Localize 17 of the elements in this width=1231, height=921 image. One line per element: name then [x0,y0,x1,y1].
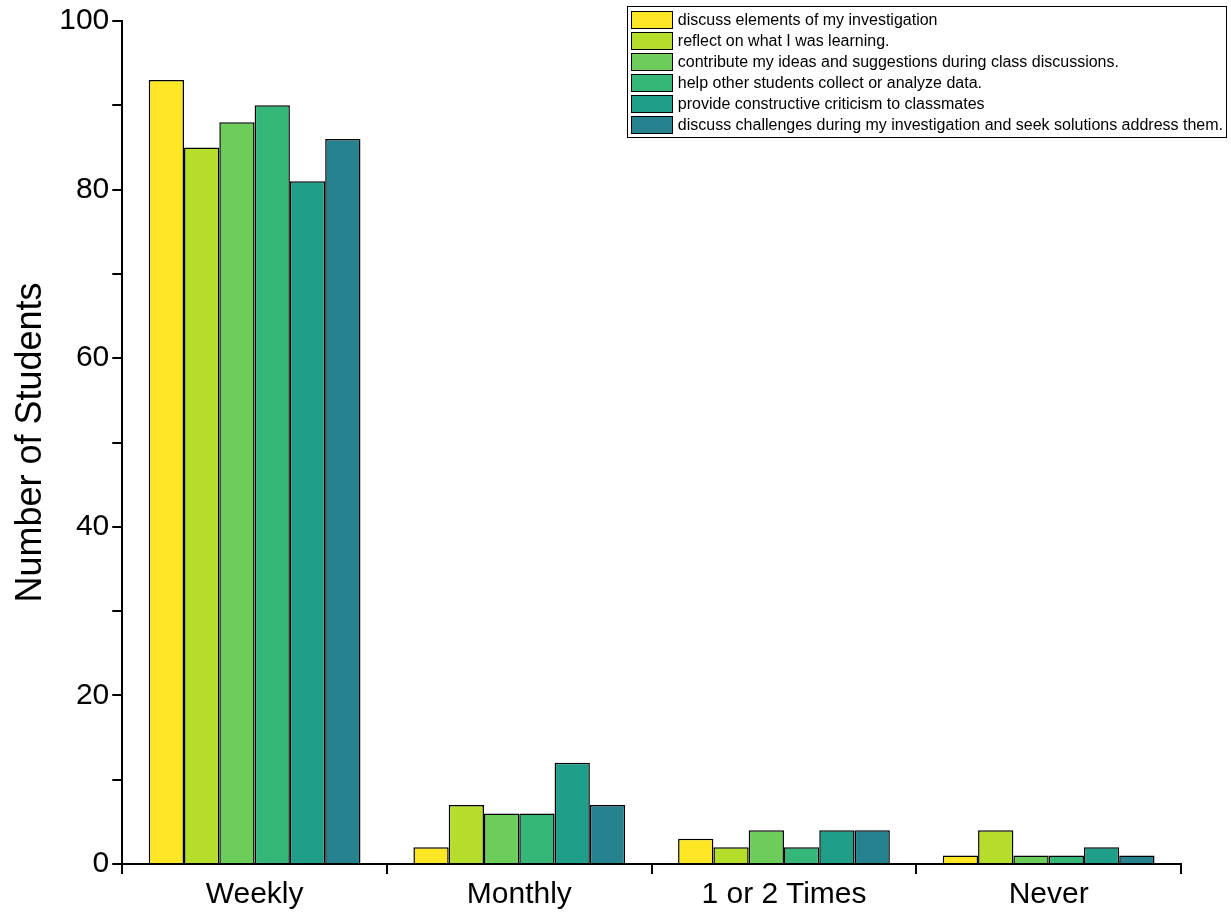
x-tick-label: 1 or 2 Times [701,876,867,910]
y-axis-title: Number of Students [7,282,49,603]
y-tick-label: 40 [75,508,110,542]
legend-label: contribute my ideas and suggestions during class discussions. [677,52,1119,72]
x-tick-label: Never [1008,876,1089,910]
y-tick-label: 100 [59,2,110,36]
legend-label: discuss challenges during my investigation and seek solutions address them. [677,115,1223,135]
y-tick-label: 20 [75,676,110,710]
legend-label: reflect on what I was learning. [677,31,890,51]
legend-label: discuss elements of my investigation [677,10,938,30]
x-tick-label: Weekly [205,876,304,910]
y-tick-label: 60 [75,339,110,373]
x-tick-label: Monthly [466,876,572,910]
legend-label: help other students collect or analyze data. [677,73,982,93]
y-tick-label: 0 [92,845,110,879]
legend-label: provide constructive criticism to classmates [677,94,985,114]
y-tick-label: 80 [75,170,110,204]
